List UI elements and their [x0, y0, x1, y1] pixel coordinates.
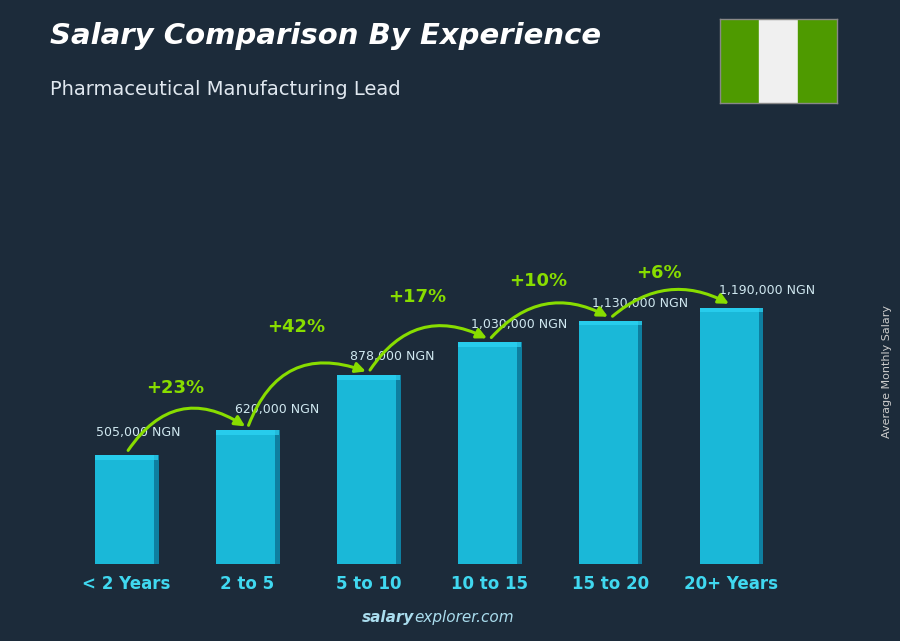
Bar [216, 431, 279, 435]
Bar [95, 455, 158, 564]
Text: 878,000 NGN: 878,000 NGN [350, 349, 435, 363]
Bar [396, 375, 400, 564]
Text: +6%: +6% [636, 264, 681, 282]
Bar [154, 455, 158, 564]
Text: 1,190,000 NGN: 1,190,000 NGN [719, 285, 815, 297]
Bar [95, 455, 158, 460]
Text: salary: salary [362, 610, 414, 625]
Bar [638, 320, 643, 564]
Bar [798, 19, 837, 103]
Bar [216, 431, 279, 564]
Text: 1,130,000 NGN: 1,130,000 NGN [592, 297, 688, 310]
Text: Pharmaceutical Manufacturing Lead: Pharmaceutical Manufacturing Lead [50, 80, 400, 99]
Text: 505,000 NGN: 505,000 NGN [96, 426, 181, 438]
Text: +17%: +17% [388, 288, 446, 306]
Bar [700, 308, 763, 564]
Bar [518, 342, 521, 564]
Text: Average Monthly Salary: Average Monthly Salary [881, 305, 892, 438]
Text: +23%: +23% [146, 379, 204, 397]
Bar [579, 320, 642, 564]
Bar [337, 375, 400, 379]
Text: 620,000 NGN: 620,000 NGN [236, 403, 320, 417]
Text: Salary Comparison By Experience: Salary Comparison By Experience [50, 22, 600, 51]
Text: +42%: +42% [267, 319, 325, 337]
Bar [275, 431, 280, 564]
Bar [720, 19, 759, 103]
Bar [579, 320, 642, 325]
Bar [458, 342, 521, 564]
Bar [759, 308, 763, 564]
Text: +10%: +10% [508, 272, 567, 290]
Text: 1,030,000 NGN: 1,030,000 NGN [472, 318, 568, 331]
Bar [458, 342, 521, 347]
Bar [700, 308, 763, 312]
Text: explorer.com: explorer.com [414, 610, 514, 625]
Bar [337, 375, 400, 564]
Bar [759, 19, 798, 103]
